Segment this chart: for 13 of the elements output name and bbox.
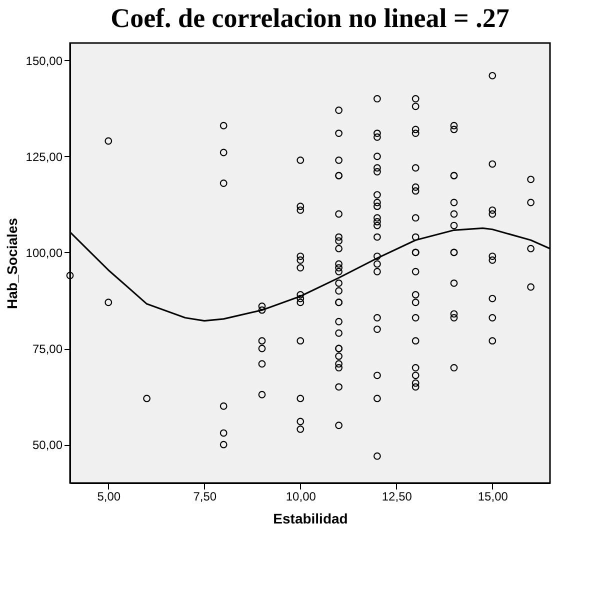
x-tick-label: 15,00	[478, 490, 508, 504]
y-tick-label: 150,00	[26, 54, 63, 68]
x-tick-label: 12,50	[382, 490, 412, 504]
chart-title: Coef. de correlacion no lineal = .27	[110, 3, 510, 33]
x-tick-label: 10,00	[286, 490, 316, 504]
x-tick-label: 7,50	[193, 490, 217, 504]
y-tick-label: 75,00	[32, 342, 63, 356]
y-axis-title: Hab_Sociales	[4, 218, 20, 310]
y-tick-label: 50,00	[32, 438, 63, 452]
x-tick-label: 5,00	[97, 490, 121, 504]
x-axis-title: Estabilidad	[273, 510, 348, 526]
y-tick-label: 100,00	[26, 246, 63, 260]
y-tick-label: 125,00	[26, 150, 63, 164]
